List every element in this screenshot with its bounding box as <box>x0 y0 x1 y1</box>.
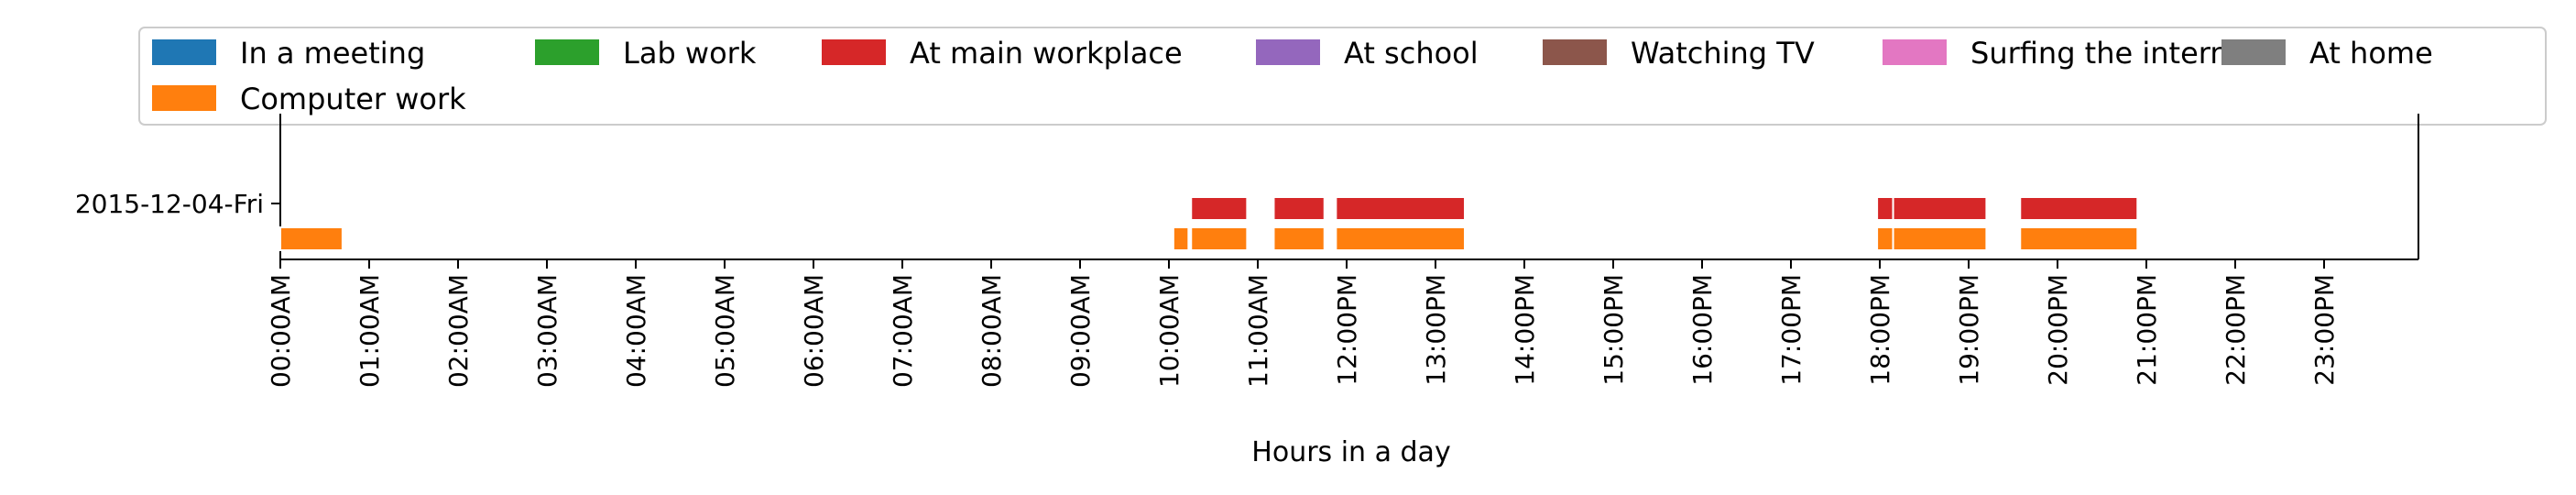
legend-swatch <box>822 39 886 65</box>
x-tick-label: 13:00PM <box>1421 274 1451 386</box>
activity-bar <box>279 226 344 251</box>
x-tick-label: 23:00PM <box>2309 274 2340 386</box>
activity-bar <box>1272 196 1326 221</box>
activity-bar <box>1876 196 1894 221</box>
x-tick-label: 09:00AM <box>1065 274 1096 388</box>
legend-entry-label: Computer work <box>240 82 466 116</box>
x-tick-label: 01:00AM <box>355 274 385 388</box>
legend-entry-label: Lab work <box>623 36 757 71</box>
activity-bar <box>2019 226 2139 251</box>
y-axis: 2015-12-04-Fri <box>75 189 280 219</box>
x-tick-label: 22:00PM <box>2221 274 2251 386</box>
x-tick-label: 17:00PM <box>1776 274 1806 386</box>
legend-entry-label: Surfing the internet <box>1970 36 2258 71</box>
x-tick-label: 12:00PM <box>1332 274 1362 386</box>
activity-bar <box>1892 196 1988 221</box>
x-axis: 00:00AM 01:00AM 02:00AM 03:00AM 04:00AM 05:00… <box>266 259 2340 388</box>
activity-bar <box>1272 226 1326 251</box>
x-tick-label: 19:00PM <box>1954 274 1984 386</box>
legend-swatch <box>1256 39 1320 65</box>
activity-bar <box>1892 226 1988 251</box>
x-tick-label: 10:00AM <box>1154 274 1184 388</box>
activity-bar <box>1876 226 1894 251</box>
x-tick-label: 08:00AM <box>977 274 1007 388</box>
legend-swatch <box>1883 39 1947 65</box>
activity-bar <box>2019 196 2139 221</box>
activity-bar <box>1172 226 1190 251</box>
x-tick-label: 06:00AM <box>799 274 829 388</box>
legend-swatch <box>1543 39 1607 65</box>
activity-bar <box>1335 196 1467 221</box>
x-tick-label: 05:00AM <box>710 274 740 388</box>
x-tick-label: 03:00AM <box>532 274 562 388</box>
legend-swatch <box>535 39 599 65</box>
legend-entry-label: At home <box>2309 36 2433 71</box>
legend-swatch <box>152 39 216 65</box>
x-tick-label: 02:00AM <box>443 274 474 388</box>
y-tick-label-day: 2015-12-04-Fri <box>75 189 264 219</box>
x-tick-label: 14:00PM <box>1510 274 1540 386</box>
x-tick-label: 21:00PM <box>2132 274 2162 386</box>
x-tick-label: 18:00PM <box>1865 274 1895 386</box>
plot-area <box>279 114 2419 260</box>
activity-bar <box>1335 226 1467 251</box>
activity-bar <box>1190 196 1249 221</box>
legend-entry-label: In a meeting <box>240 36 425 71</box>
x-tick-label: 15:00PM <box>1599 274 1629 386</box>
x-tick-label: 07:00AM <box>888 274 918 388</box>
legend: In a meeting Lab work At main workplace At … <box>138 27 2547 126</box>
x-tick-label: 11:00AM <box>1243 274 1273 388</box>
x-tick-label: 04:00AM <box>621 274 651 388</box>
x-tick-label: 16:00PM <box>1687 274 1718 386</box>
activity-bar <box>1190 226 1249 251</box>
legend-entry-label: Watching TV <box>1631 36 1815 71</box>
legend-entry-label: At main workplace <box>910 36 1183 71</box>
legend-entry-label: At school <box>1344 36 1479 71</box>
x-axis-label: Hours in a day <box>1251 436 1450 468</box>
x-tick-label: 20:00PM <box>2043 274 2073 386</box>
legend-swatch <box>2221 39 2286 65</box>
legend-swatch <box>152 85 216 111</box>
x-tick-label: 00:00AM <box>266 274 296 388</box>
